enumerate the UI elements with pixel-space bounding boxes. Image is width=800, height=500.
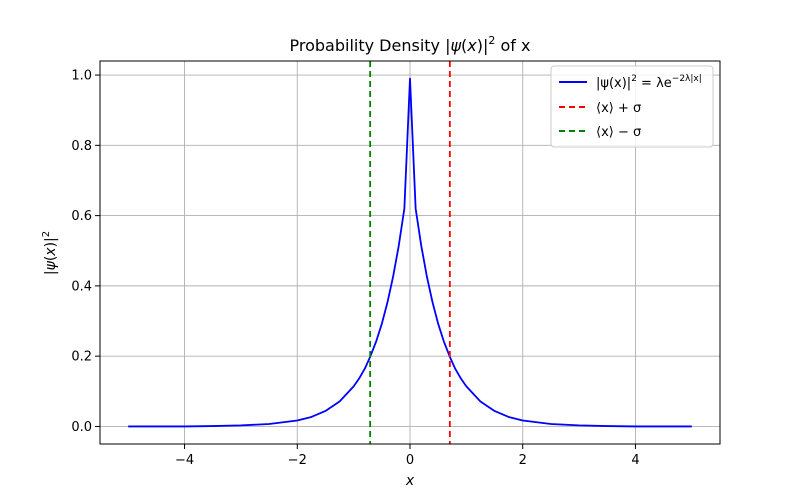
y-tick-label: 0.6 — [71, 209, 92, 224]
legend-box — [550, 65, 714, 148]
y-tick-label: 0.0 — [71, 420, 92, 435]
x-tick-label: 4 — [631, 453, 639, 468]
legend-label-mean-minus-sigma: ⟨x⟩ − σ — [596, 125, 641, 140]
x-tick-label: 0 — [406, 453, 414, 468]
y-tick-label: 0.4 — [71, 279, 92, 294]
plot-area — [128, 61, 692, 444]
y-axis-label: |ψ(x)|2 — [41, 231, 59, 275]
y-axis: 0.0 0.2 0.4 0.6 0.8 1.0 — [71, 69, 100, 435]
legend-label-density: |ψ(x)|2 = λe−2λ|x| — [596, 74, 702, 91]
y-tick-label: 0.2 — [71, 350, 92, 365]
x-axis: −4 −2 0 2 4 — [175, 444, 640, 468]
legend-label-mean-plus-sigma: ⟨x⟩ + σ — [596, 101, 641, 116]
x-axis-label: x — [405, 473, 415, 489]
legend: |ψ(x)|2 = λe−2λ|x| ⟨x⟩ + σ ⟨x⟩ − σ — [550, 65, 714, 148]
chart-title: Probability Density |ψ(x)|2 of x — [290, 34, 531, 55]
x-tick-label: −4 — [175, 453, 194, 468]
y-tick-label: 0.8 — [71, 139, 92, 154]
x-tick-label: 2 — [519, 453, 527, 468]
x-tick-label: −2 — [288, 453, 307, 468]
y-tick-label: 1.0 — [71, 69, 92, 84]
series-density-line — [128, 77, 692, 428]
